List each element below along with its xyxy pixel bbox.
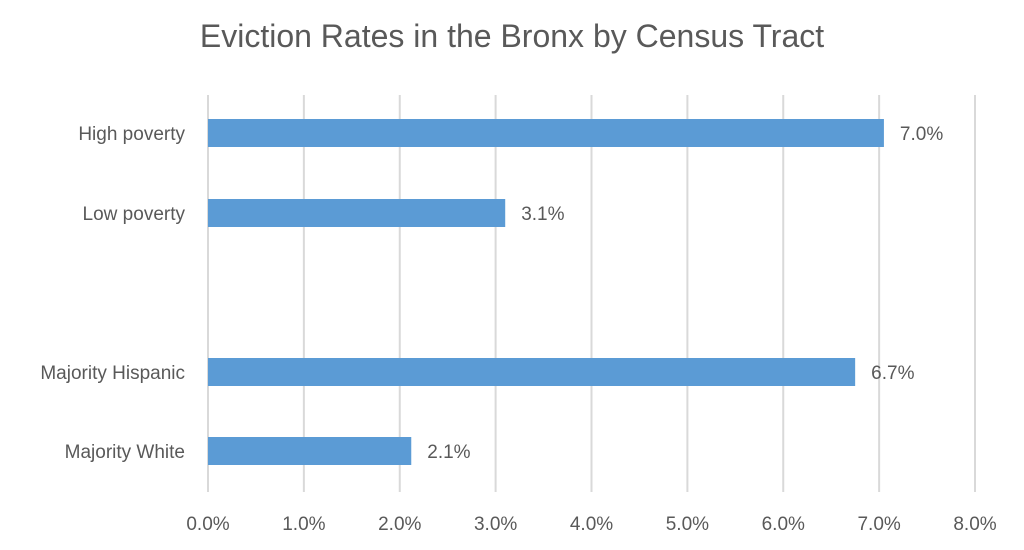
category-label: High poverty bbox=[78, 124, 185, 145]
category-label: Majority White bbox=[65, 442, 185, 463]
data-label: 2.1% bbox=[427, 442, 470, 463]
bar bbox=[208, 358, 856, 386]
category-label: Low poverty bbox=[83, 204, 186, 225]
x-tick-label: 7.0% bbox=[857, 514, 900, 535]
bar bbox=[208, 199, 506, 227]
x-tick-label: 8.0% bbox=[953, 514, 996, 535]
x-tick-label: 5.0% bbox=[666, 514, 709, 535]
x-tick-label: 6.0% bbox=[762, 514, 805, 535]
x-tick-label: 3.0% bbox=[474, 514, 517, 535]
category-label: Majority Hispanic bbox=[40, 363, 185, 384]
bar bbox=[208, 119, 884, 147]
x-tick-label: 2.0% bbox=[378, 514, 421, 535]
x-tick-label: 1.0% bbox=[282, 514, 325, 535]
data-label: 3.1% bbox=[521, 204, 564, 225]
bar bbox=[208, 437, 412, 465]
x-tick-label: 0.0% bbox=[186, 514, 229, 535]
chart-title: Eviction Rates in the Bronx by Census Tr… bbox=[199, 18, 825, 54]
data-label: 7.0% bbox=[900, 124, 943, 145]
x-tick-label: 4.0% bbox=[570, 514, 613, 535]
data-label: 6.7% bbox=[871, 363, 914, 384]
